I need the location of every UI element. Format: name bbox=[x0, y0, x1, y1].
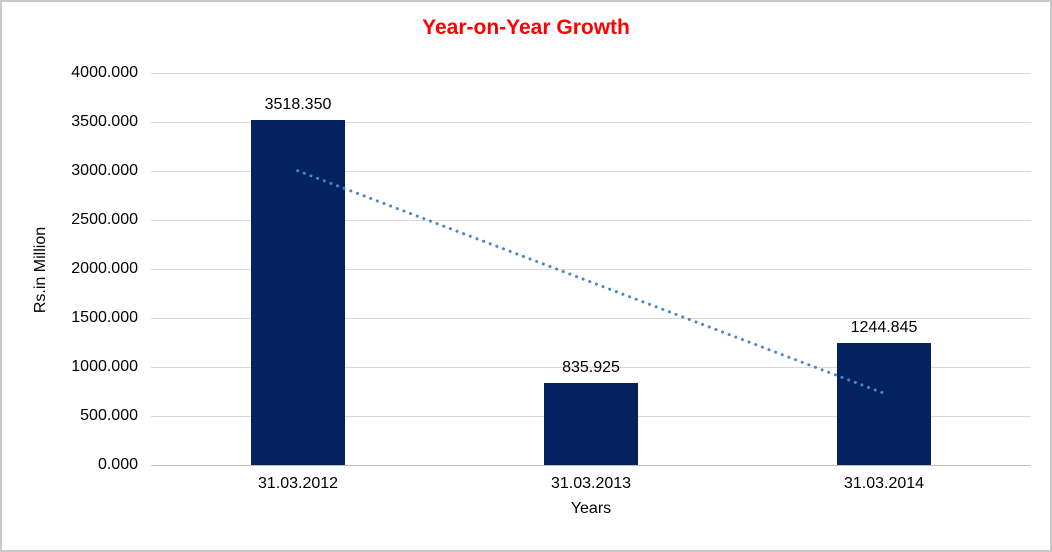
y-tick-label: 0.000 bbox=[97, 456, 138, 473]
y-tick-label: 4000.000 bbox=[71, 64, 138, 81]
bar-data-label: 1244.845 bbox=[850, 319, 918, 336]
y-tick-label: 3500.000 bbox=[71, 113, 138, 130]
y-tick-label: 1000.000 bbox=[71, 358, 138, 375]
bar-data-label: 835.925 bbox=[562, 359, 620, 376]
chart-title: Year-on-Year Growth bbox=[422, 16, 630, 39]
y-tick-label: 2500.000 bbox=[71, 211, 138, 228]
x-tick-label: 31.03.2014 bbox=[843, 475, 925, 492]
x-axis-title: Years bbox=[570, 500, 612, 517]
y-tick-label: 500.000 bbox=[80, 407, 138, 424]
y-tick-label: 2000.000 bbox=[71, 260, 138, 277]
gridline bbox=[151, 122, 1031, 123]
gridline bbox=[151, 73, 1031, 74]
bar-31.03.2014 bbox=[837, 343, 931, 465]
bar-31.03.2012 bbox=[251, 120, 345, 465]
y-tick-label: 1500.000 bbox=[71, 309, 138, 326]
bar-data-label: 3518.350 bbox=[264, 96, 332, 113]
x-tick-label: 31.03.2012 bbox=[257, 475, 339, 492]
y-tick-label: 3000.000 bbox=[71, 162, 138, 179]
x-tick-label: 31.03.2013 bbox=[550, 475, 632, 492]
x-axis-line bbox=[151, 465, 1031, 466]
bar-31.03.2013 bbox=[544, 383, 638, 465]
